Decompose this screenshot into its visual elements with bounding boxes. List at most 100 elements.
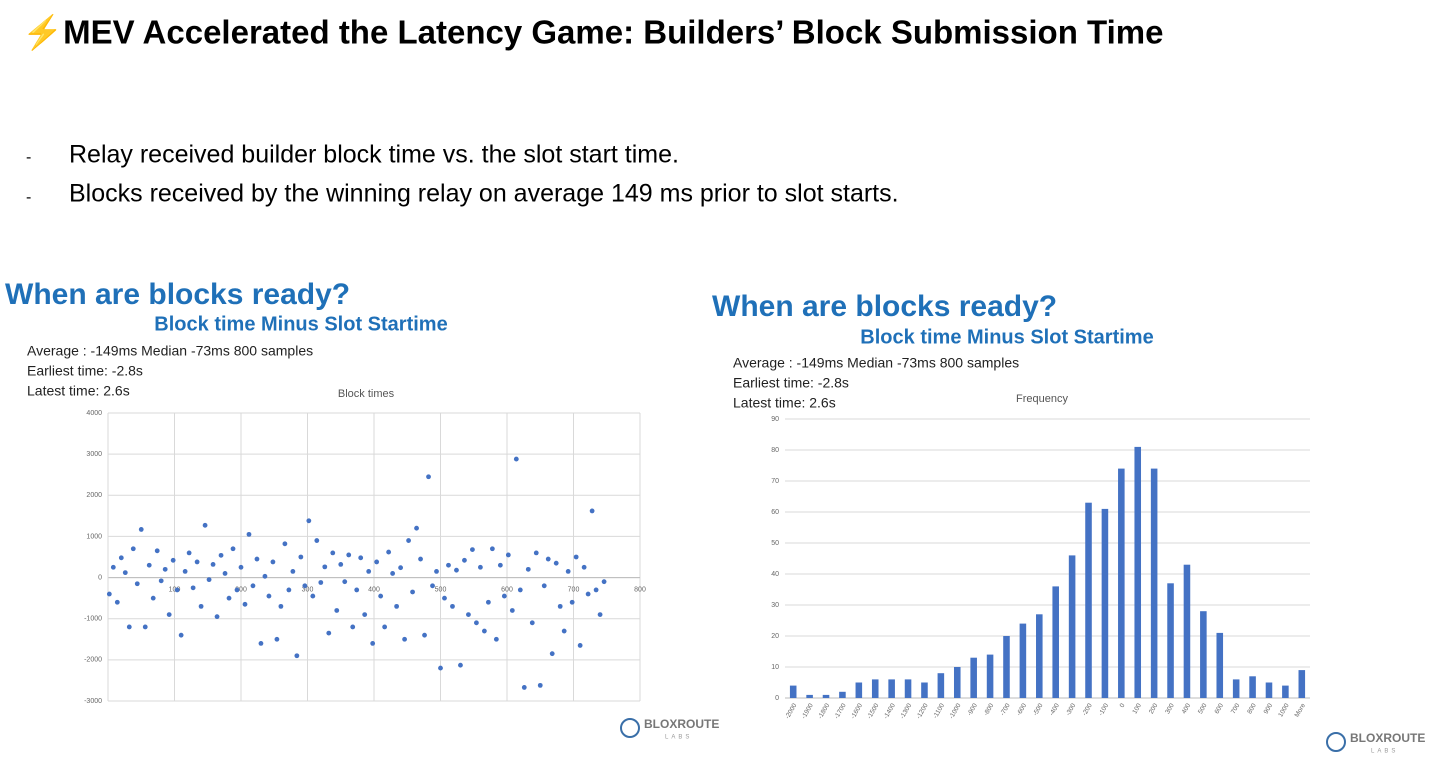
- point: [537, 682, 543, 688]
- y-tick-label: 60: [771, 509, 779, 516]
- chart-subtitle: Block time Minus Slot Startime: [860, 326, 1153, 348]
- point: [493, 636, 499, 642]
- point: [362, 612, 368, 617]
- bar: [1232, 679, 1240, 698]
- point: [270, 559, 276, 565]
- y-tick-label: 2000: [86, 492, 102, 499]
- point: [513, 456, 519, 462]
- chart-note: Average : -149ms Median -73ms 800 sample…: [733, 355, 1019, 371]
- point: [342, 579, 348, 585]
- y-tick-label: 50: [771, 540, 779, 547]
- bar: [1249, 676, 1256, 698]
- chart-title: Block times: [338, 388, 395, 400]
- logo-sub: LABS: [665, 735, 692, 741]
- bullet: Relay received builder block time vs. th…: [69, 141, 679, 169]
- x-tick-label: 300: [302, 586, 314, 593]
- point: [382, 624, 388, 630]
- point: [505, 552, 511, 558]
- point: [458, 662, 463, 668]
- bar: [970, 657, 977, 698]
- bar: [1052, 586, 1059, 698]
- chart-title: Frequency: [1016, 393, 1068, 405]
- point: [138, 527, 144, 532]
- point: [541, 583, 547, 589]
- bar: [1101, 508, 1109, 698]
- y-tick-label: 80: [771, 447, 779, 454]
- bar: [871, 679, 879, 698]
- point: [338, 562, 344, 567]
- point: [122, 570, 128, 576]
- point: [198, 603, 204, 609]
- point: [246, 531, 252, 537]
- point: [238, 564, 244, 570]
- y-tick-label: 30: [771, 602, 779, 609]
- x-tick-label: 900: [1263, 702, 1275, 715]
- point: [497, 562, 503, 568]
- point: [178, 632, 184, 638]
- y-tick-label: 4000: [86, 410, 102, 417]
- point: [414, 525, 419, 531]
- point: [450, 603, 455, 609]
- point: [250, 583, 256, 589]
- point: [126, 624, 132, 630]
- x-tick-label: 500: [435, 586, 447, 593]
- point: [190, 585, 196, 591]
- point: [214, 614, 220, 620]
- point: [553, 560, 559, 566]
- point: [569, 599, 575, 605]
- point: [266, 593, 272, 599]
- point: [258, 641, 264, 646]
- bar: [1118, 468, 1125, 698]
- point: [430, 583, 435, 589]
- point: [478, 564, 483, 570]
- bar: [1085, 502, 1092, 698]
- point: [254, 556, 260, 562]
- x-tick-label: 200: [1148, 702, 1160, 715]
- bar: [1068, 555, 1076, 698]
- point: [206, 577, 212, 583]
- x-tick-label: 400: [1181, 702, 1193, 715]
- bullet-marker: -: [26, 189, 31, 206]
- bar: [1036, 614, 1043, 698]
- bar: [1282, 685, 1289, 698]
- y-tick-label: -2000: [84, 657, 102, 664]
- point: [218, 552, 224, 558]
- bullet: Blocks received by the winning relay on …: [69, 180, 899, 208]
- bar: [1298, 670, 1306, 698]
- bar: [855, 682, 863, 698]
- point: [509, 608, 515, 613]
- y-tick-label: 0: [775, 695, 779, 702]
- point: [202, 522, 208, 528]
- point: [565, 569, 571, 574]
- x-tick-label: 600: [501, 586, 513, 593]
- point: [370, 641, 376, 646]
- x-tick-label: 700: [1230, 702, 1242, 715]
- point: [585, 591, 591, 597]
- point: [358, 555, 364, 561]
- point: [402, 636, 407, 642]
- y-tick-label: 40: [771, 571, 779, 578]
- point: [366, 569, 372, 574]
- point: [182, 569, 188, 574]
- chart-note: Earliest time: -2.8s: [733, 375, 849, 391]
- point: [474, 620, 479, 626]
- bar: [904, 679, 912, 698]
- point: [114, 599, 120, 605]
- chart-note: Latest time: 2.6s: [733, 395, 836, 411]
- chart-heading: When are blocks ready?: [712, 290, 1057, 323]
- point: [517, 587, 523, 593]
- point: [589, 508, 595, 514]
- chart-heading: When are blocks ready?: [5, 278, 350, 311]
- point: [485, 599, 491, 605]
- point: [525, 566, 531, 572]
- y-tick-label: -1000: [84, 616, 102, 623]
- point: [314, 538, 320, 543]
- bar: [921, 682, 928, 698]
- x-tick-label: 400: [368, 586, 380, 593]
- point: [234, 587, 240, 593]
- point: [533, 550, 539, 556]
- point: [230, 546, 236, 552]
- point: [278, 603, 284, 609]
- y-tick-label: 1000: [86, 533, 102, 540]
- logo-icon: [620, 718, 640, 738]
